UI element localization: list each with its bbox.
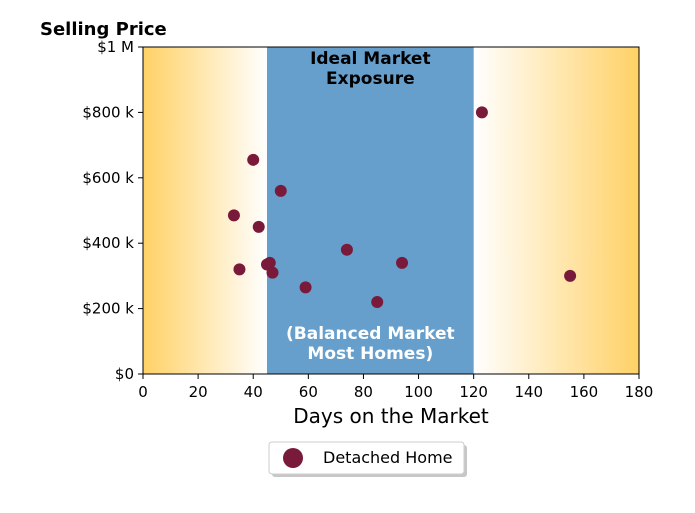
y-tick-label: $0 [115,365,134,383]
data-point-7 [266,266,279,279]
plot-area: Ideal Market Exposure (Balanced Market M… [142,46,640,375]
y-tick-label: $400 k [82,234,134,252]
x-tick-label: 80 [354,383,373,401]
legend-label: Detached Home [323,448,453,467]
x-tick-label: 160 [570,383,599,401]
overexposure-gradient-region [473,47,639,374]
data-point-12 [396,256,409,269]
slow-start-gradient-region [143,47,267,374]
x-tick-label: 60 [299,383,318,401]
y-tick-label: $800 k [82,103,134,121]
ideal-exposure-title-line-1: Ideal Market [310,49,431,69]
legend-box [268,441,465,475]
data-points [227,106,577,309]
legend: Detached Home [268,441,467,477]
data-point-4 [252,220,265,233]
x-tick-label: 0 [138,383,148,401]
balanced-market-note-line-1: (Balanced Market [286,324,455,344]
x-axis-title: Days on the Market [293,404,489,428]
y-tick-label: $200 k [82,300,134,318]
y-tick-label: $1 M [97,38,134,56]
plot-frame [142,46,640,375]
x-axis-ticks: 0 20 40 60 80 100 120 140 160 180 [138,374,653,401]
y-axis-title: Selling Price [40,19,167,40]
data-point-6 [263,256,276,269]
x-tick-label: 140 [514,383,543,401]
legend-marker [283,448,303,468]
data-point-14 [564,269,577,282]
data-point-3 [247,153,260,166]
x-tick-label: 120 [459,383,488,401]
x-tick-label: 20 [189,383,208,401]
data-point-10 [340,243,353,256]
data-point-11 [371,296,384,309]
x-tick-label: 100 [404,383,433,401]
y-tick-label: $600 k [82,169,134,187]
x-tick-label: 180 [625,383,654,401]
data-point-1 [227,209,240,222]
data-point-13 [475,106,488,119]
x-tick-label: 40 [244,383,263,401]
data-point-9 [299,281,312,294]
data-point-8 [274,184,287,197]
ideal-exposure-title-line-2: Exposure [326,69,415,89]
ideal-exposure-band [267,47,474,374]
data-point-2 [233,263,246,276]
y-axis-ticks: $0 $200 k $400 k $600 k $800 k $1 M [82,38,143,383]
balanced-market-note-line-2: Most Homes) [307,344,433,364]
